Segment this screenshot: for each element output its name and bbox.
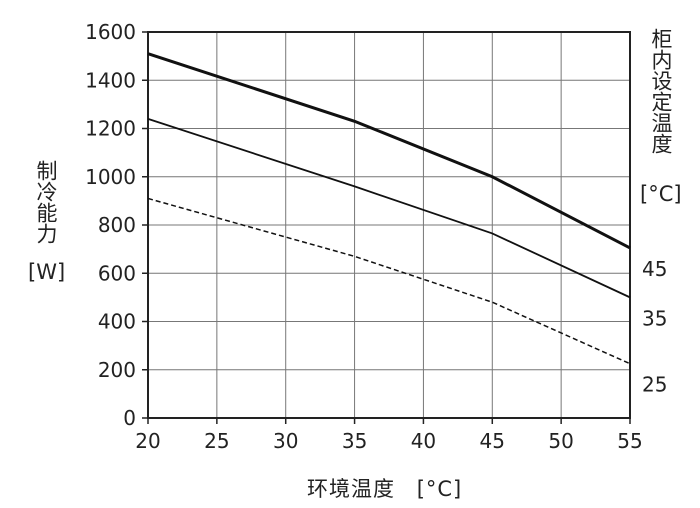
legend-title: 柜内设定温度 [649, 28, 673, 154]
x-tick-label: 30 [273, 429, 298, 453]
x-tick-label: 55 [617, 429, 642, 453]
x-tick-label: 20 [135, 429, 160, 453]
y-tick-label: 1400 [85, 68, 136, 92]
x-tick-label: 35 [342, 429, 367, 453]
series-label-45: 45 [642, 257, 667, 281]
y-tick-label: 400 [98, 310, 136, 334]
series-line-45 [147, 52, 631, 250]
legend-unit: [°C] [640, 182, 682, 206]
y-tick-label: 0 [123, 406, 136, 430]
series-label-35: 35 [642, 306, 667, 330]
series-line-25 [147, 197, 631, 365]
series-line-35 [147, 117, 631, 299]
x-axis-unit: [°C] [416, 477, 463, 501]
x-axis-label: 环境温度 [°C] [307, 473, 462, 503]
x-tick-label: 45 [480, 429, 505, 453]
y-axis-label: 制冷能力 [34, 160, 58, 244]
x-tick-label: 40 [411, 429, 436, 453]
y-tick-label: 600 [98, 261, 136, 285]
y-tick-label: 1600 [85, 20, 136, 44]
y-tick-label: 1200 [85, 117, 136, 141]
y-axis-unit: [W] [28, 260, 66, 284]
series-label-25: 25 [642, 373, 667, 397]
y-tick-label: 1000 [85, 165, 136, 189]
x-tick-label: 50 [548, 429, 573, 453]
y-tick-label: 800 [98, 213, 136, 237]
x-tick-label: 25 [204, 429, 229, 453]
x-axis-label-text: 环境温度 [307, 477, 395, 501]
y-tick-label: 200 [98, 358, 136, 382]
